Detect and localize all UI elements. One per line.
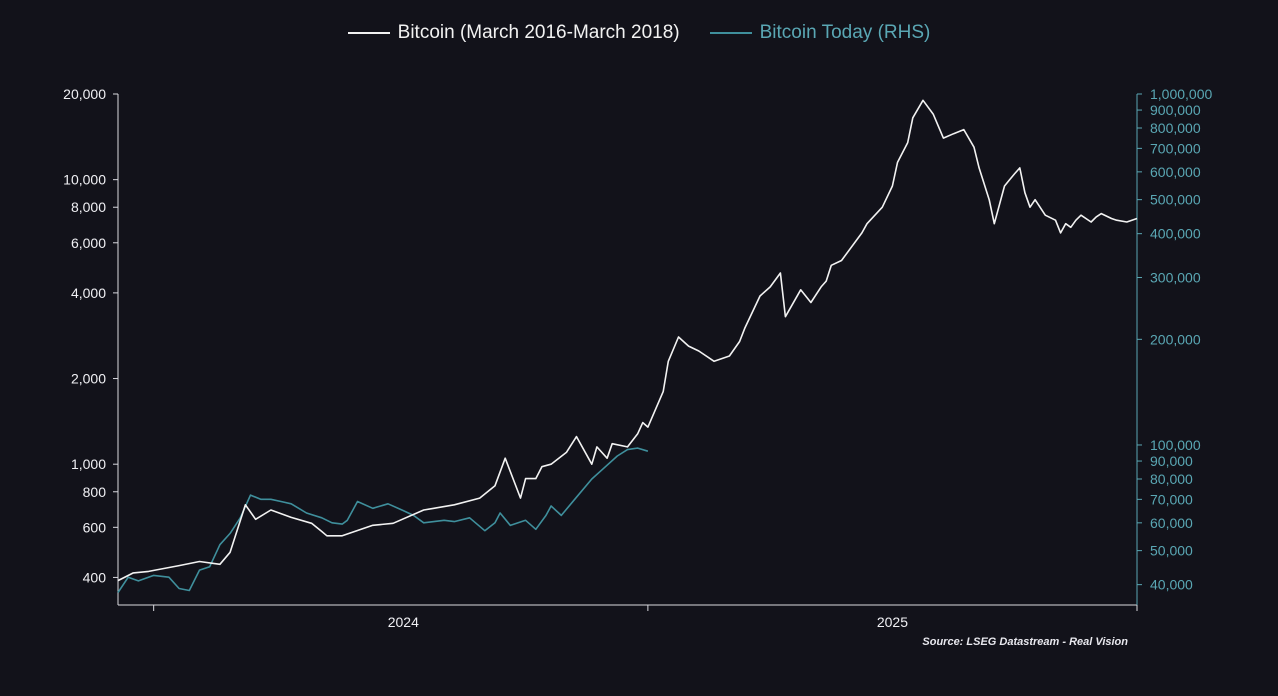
left-tick-label: 20,000	[63, 86, 106, 102]
right-tick-label: 800,000	[1150, 120, 1201, 136]
legend-item-bitcoin-today[interactable]: Bitcoin Today (RHS)	[709, 22, 931, 44]
legend-item-bitcoin-2016-2018[interactable]: Bitcoin (March 2016-March 2018)	[347, 22, 680, 44]
right-tick-label: 100,000	[1150, 437, 1201, 453]
left-tick-label: 6,000	[71, 235, 106, 251]
right-tick-label: 600,000	[1150, 164, 1201, 180]
right-tick-label: 60,000	[1150, 515, 1193, 531]
series-line-bitcoin-2016-2018	[117, 99, 1138, 582]
right-tick-label: 40,000	[1150, 577, 1193, 593]
right-tick-label: 80,000	[1150, 471, 1193, 487]
right-tick-label: 90,000	[1150, 453, 1193, 469]
legend-swatch-teal	[709, 32, 752, 34]
x-tick-label: 2025	[877, 614, 908, 630]
right-tick-label: 50,000	[1150, 543, 1193, 559]
right-tick-label: 300,000	[1150, 270, 1201, 286]
right-tick-label: 1,000,000	[1150, 86, 1212, 102]
left-tick-label: 600	[83, 519, 107, 535]
left-tick-label: 800	[83, 484, 107, 500]
series-line-bitcoin-today	[117, 447, 649, 593]
left-tick-label: 8,000	[71, 199, 106, 215]
right-tick-label: 500,000	[1150, 192, 1201, 208]
right-tick-label: 70,000	[1150, 491, 1193, 507]
source-note: Source: LSEG Datastream - Real Vision	[922, 636, 1128, 648]
legend-swatch-white	[347, 32, 390, 34]
left-tick-label: 4,000	[71, 285, 106, 301]
left-tick-label: 1,000	[71, 456, 106, 472]
left-tick-label: 10,000	[63, 172, 106, 188]
right-tick-label: 700,000	[1150, 140, 1201, 156]
legend-label-bitcoin-today: Bitcoin Today (RHS)	[759, 22, 931, 43]
chart-legend: Bitcoin (March 2016-March 2018) Bitcoin …	[0, 22, 1278, 44]
right-tick-label: 900,000	[1150, 102, 1201, 118]
left-tick-label: 400	[83, 569, 107, 585]
left-tick-label: 2,000	[71, 371, 106, 387]
right-tick-label: 200,000	[1150, 331, 1201, 347]
right-tick-label: 400,000	[1150, 226, 1201, 242]
x-tick-label: 2024	[388, 614, 419, 630]
legend-label-bitcoin-2016-2018: Bitcoin (March 2016-March 2018)	[397, 22, 680, 43]
